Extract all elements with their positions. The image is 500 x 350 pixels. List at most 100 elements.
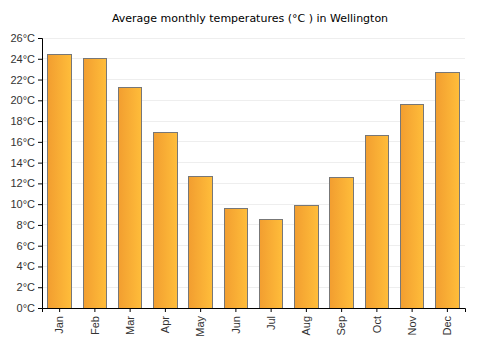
x-tick-label: Oct: [371, 316, 383, 333]
y-tick-label: 16°C: [10, 136, 35, 148]
x-tick-mark: [271, 308, 272, 312]
y-tick: 12°C: [10, 177, 42, 189]
x-tick: Mar: [124, 308, 136, 335]
bar: [436, 72, 459, 308]
y-tick-mark: [38, 204, 42, 205]
y-tick-mark: [38, 266, 42, 267]
y-tick: 16°C: [10, 136, 42, 148]
x-tick: Sep: [335, 308, 347, 336]
y-tick-mark: [38, 308, 42, 309]
y-tick: 10°C: [10, 198, 42, 210]
y-tick-mark: [38, 287, 42, 288]
y-tick-mark: [38, 142, 42, 143]
y-tick-label: 24°C: [10, 53, 35, 65]
x-tick: Aug: [300, 308, 312, 336]
x-axis: Jan Feb Mar Apr May Jun Jul Aug Sep Oct Nov Dec: [43, 308, 466, 337]
x-tick-mark: [94, 308, 95, 312]
x-tick-mark: [341, 308, 342, 312]
y-tick-label: 14°C: [10, 157, 35, 169]
x-tick-mark: [235, 308, 236, 312]
x-tick-mark: [412, 308, 413, 312]
x-tick: Oct: [371, 308, 383, 333]
y-tick: 6°C: [17, 240, 42, 252]
x-tick-label: Dec: [441, 316, 453, 336]
x-tick-label: Jun: [230, 316, 242, 334]
y-tick-mark: [38, 121, 42, 122]
bar: [83, 59, 106, 308]
y-tick-mark: [38, 163, 42, 164]
x-tick-mark: [165, 308, 166, 312]
x-tick: Jan: [53, 308, 65, 334]
x-tick: Feb: [89, 308, 101, 335]
y-tick: 20°C: [10, 94, 42, 106]
y-tick: 26°C: [10, 32, 42, 44]
x-tick-label: Feb: [89, 316, 101, 335]
x-tick: Apr: [159, 308, 171, 333]
title: Average monthly temperatures (°C ) in We…: [112, 12, 388, 25]
y-axis-line: [38, 39, 43, 309]
x-tick-label: Aug: [300, 316, 312, 336]
x-tick-label: Sep: [335, 316, 347, 336]
bar: [48, 55, 71, 308]
plot: 0°C 2°C 4°C 6°C 8°C 10°C 12°C 14°C 16°C 18°C 20°C 2…: [10, 32, 465, 337]
y-tick-mark: [38, 100, 42, 101]
x-tick-label: Mar: [124, 316, 136, 335]
grid-line: [42, 38, 465, 39]
y-tick: 22°C: [10, 74, 42, 86]
bar: [365, 136, 388, 308]
x-tick-mark: [59, 308, 60, 312]
x-tick-label: Nov: [406, 316, 418, 336]
x-axis-line: [43, 309, 466, 313]
x-tick: May: [194, 308, 206, 337]
y-tick-label: 10°C: [10, 198, 35, 210]
y-tick-label: 8°C: [17, 219, 36, 231]
bar: [118, 88, 141, 308]
y-tick-mark: [38, 183, 42, 184]
x-tick-mark: [200, 308, 201, 312]
y-tick-label: 22°C: [10, 74, 35, 86]
y-tick-mark: [38, 225, 42, 226]
y-tick-label: 12°C: [10, 177, 35, 189]
bar: [224, 208, 247, 308]
bar: [189, 176, 212, 308]
x-tick-label: May: [194, 316, 206, 337]
y-tick-label: 6°C: [17, 240, 36, 252]
y-tick: 18°C: [10, 115, 42, 127]
y-tick: 24°C: [10, 53, 42, 65]
y-tick-mark: [38, 38, 42, 39]
y-tick: 4°C: [17, 260, 42, 272]
bar: [295, 205, 318, 308]
y-tick-label: 20°C: [10, 94, 35, 106]
grid: [42, 38, 465, 308]
y-tick: 2°C: [17, 281, 42, 293]
y-tick-mark: [38, 59, 42, 60]
y-axis: 0°C 2°C 4°C 6°C 8°C 10°C 12°C 14°C 16°C 18°C 20°C 2…: [10, 32, 42, 314]
x-tick-mark: [447, 308, 448, 312]
y-tick: 8°C: [17, 219, 42, 231]
bar: [259, 220, 282, 308]
x-tick: Dec: [441, 308, 453, 336]
x-tick-mark: [130, 308, 131, 312]
bar: [154, 133, 177, 309]
y-tick-mark: [38, 246, 42, 247]
x-tick-mark: [376, 308, 377, 312]
y-tick-label: 0°C: [17, 302, 36, 314]
y-tick-label: 26°C: [10, 32, 35, 44]
x-tick-label: Jul: [265, 316, 277, 330]
bar: [330, 177, 353, 308]
y-tick-mark: [38, 80, 42, 81]
x-tick-mark: [306, 308, 307, 312]
y-tick: 0°C: [17, 302, 42, 314]
x-tick-label: Jan: [53, 316, 65, 334]
y-tick: 14°C: [10, 157, 42, 169]
y-tick-label: 18°C: [10, 115, 35, 127]
x-tick: Nov: [406, 308, 418, 336]
chart: 0°C 2°C 4°C 6°C 8°C 10°C 12°C 14°C 16°C 18°C 20°C 2…: [0, 0, 500, 350]
bar: [400, 104, 423, 308]
x-tick-label: Apr: [159, 316, 171, 333]
y-tick-label: 4°C: [17, 260, 36, 272]
y-tick-label: 2°C: [17, 281, 36, 293]
x-tick: Jul: [265, 308, 277, 330]
bars: [48, 55, 459, 308]
x-tick: Jun: [230, 308, 242, 334]
